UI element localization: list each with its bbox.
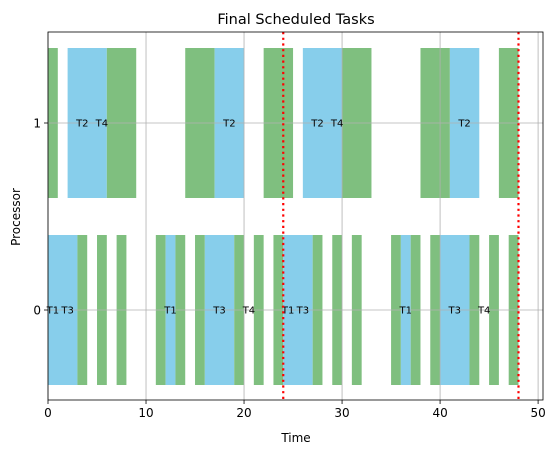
task-label: T3 bbox=[60, 306, 73, 317]
task-label: T2 bbox=[75, 119, 88, 130]
x-axis-label: Time bbox=[280, 431, 310, 445]
x-tick-label: 30 bbox=[334, 406, 349, 420]
task-label: T2 bbox=[310, 119, 323, 130]
x-tick-label: 20 bbox=[236, 406, 251, 420]
task-label: T3 bbox=[212, 306, 225, 317]
chart-title: Final Scheduled Tasks bbox=[217, 12, 374, 28]
task-label: T4 bbox=[330, 119, 343, 130]
task-label: T1 bbox=[163, 306, 176, 317]
task-label: T1 bbox=[46, 306, 59, 317]
y-tick-label: 1 bbox=[33, 117, 41, 131]
task-label: T3 bbox=[448, 306, 461, 317]
task-label: T1 bbox=[281, 306, 294, 317]
task-label: T2 bbox=[222, 119, 235, 130]
task-label: T2 bbox=[457, 119, 470, 130]
x-tick-label: 50 bbox=[530, 406, 545, 420]
x-tick-label: 40 bbox=[432, 406, 447, 420]
x-tick-label: 0 bbox=[44, 406, 52, 420]
y-axis-label: Processor bbox=[9, 188, 23, 246]
task-label: T4 bbox=[477, 306, 490, 317]
task-label: T4 bbox=[95, 119, 108, 130]
task-label: T4 bbox=[242, 306, 255, 317]
x-tick-label: 10 bbox=[138, 406, 153, 420]
y-tick-label: 0 bbox=[33, 304, 41, 318]
task-label: T1 bbox=[399, 306, 412, 317]
plot-frame bbox=[47, 31, 544, 401]
task-label: T3 bbox=[296, 306, 309, 317]
